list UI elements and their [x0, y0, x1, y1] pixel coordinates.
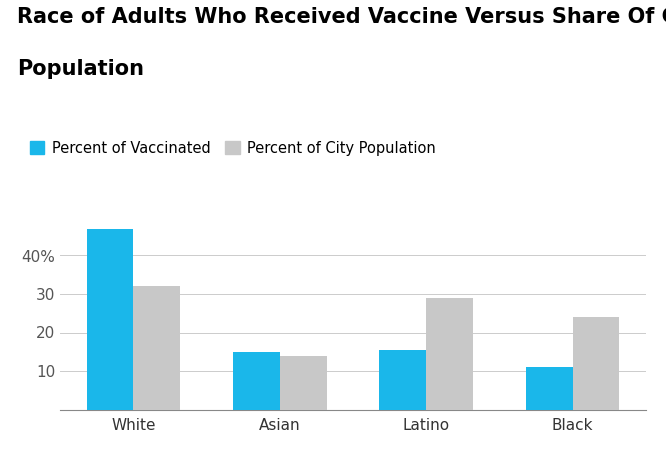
Text: Race of Adults Who Received Vaccine Versus Share Of City: Race of Adults Who Received Vaccine Vers… [17, 7, 666, 27]
Bar [525, 367, 573, 410]
Bar [573, 317, 619, 410]
Bar [280, 356, 326, 410]
Bar [380, 350, 426, 410]
Bar [233, 352, 280, 410]
Bar [133, 286, 180, 410]
Legend: Percent of Vaccinated, Percent of City Population: Percent of Vaccinated, Percent of City P… [24, 135, 442, 162]
Bar [87, 228, 133, 410]
Bar [426, 298, 473, 410]
Text: Population: Population [17, 59, 144, 79]
